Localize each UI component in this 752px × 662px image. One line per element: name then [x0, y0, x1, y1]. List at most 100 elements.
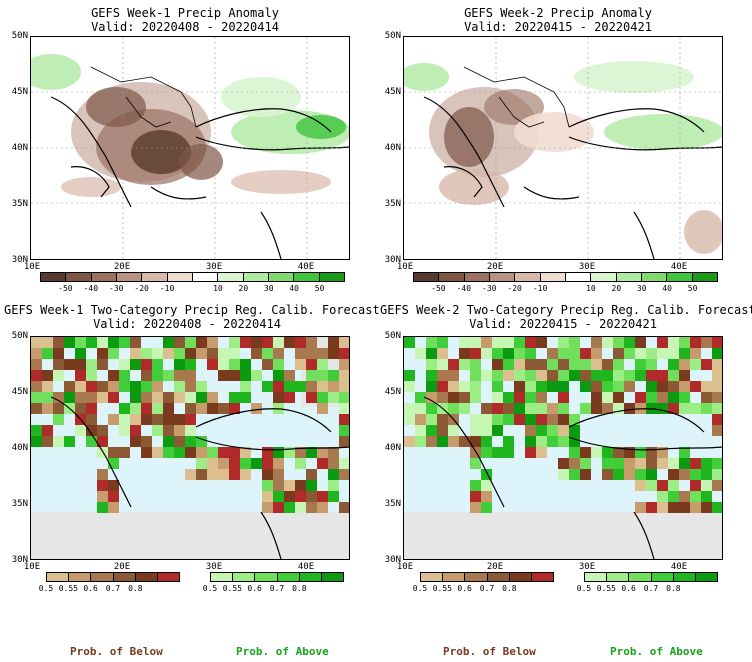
probability-cell	[437, 436, 448, 447]
map-week1-anomaly	[30, 36, 350, 260]
probability-cell	[86, 359, 97, 370]
probability-cell	[657, 392, 668, 403]
probability-cell	[591, 359, 602, 370]
probability-cell	[185, 414, 196, 425]
probability-cell	[712, 403, 722, 414]
lat-label: 50N	[384, 31, 401, 41]
probability-cell	[470, 414, 481, 425]
probability-cell	[448, 359, 459, 370]
probability-cell	[262, 502, 273, 513]
probability-cell	[481, 337, 492, 348]
lat-label: 45N	[384, 387, 401, 397]
colorbar-swatch	[465, 573, 488, 581]
probability-cell	[141, 436, 152, 447]
colorbar-swatch	[218, 273, 244, 281]
probability-cell	[295, 502, 306, 513]
probability-cell	[426, 370, 437, 381]
probability-cell	[31, 403, 42, 414]
lon-label: 30E	[205, 562, 223, 572]
colorbar-swatch	[489, 273, 516, 281]
probability-cell	[75, 425, 86, 436]
probability-cell	[492, 392, 503, 403]
colorbar-swatch	[509, 573, 532, 581]
colorbar-tick-label: -10	[532, 284, 548, 293]
lon-label: 10E	[23, 562, 41, 572]
colorbar-swatch	[439, 273, 465, 281]
probability-cell	[130, 414, 141, 425]
probability-cell	[163, 392, 174, 403]
probability-cell	[53, 392, 64, 403]
probability-cell	[679, 359, 690, 370]
probability-cell	[339, 359, 349, 370]
probability-cell	[602, 370, 613, 381]
colorbar-swatch	[116, 273, 143, 281]
probability-cell	[657, 502, 668, 513]
probability-cell	[668, 480, 679, 491]
probability-cell	[119, 381, 130, 392]
probability-cell	[108, 458, 119, 469]
lat-label: 45N	[11, 87, 28, 97]
probability-cell	[558, 348, 569, 359]
probability-cell	[591, 370, 602, 381]
colorbar-swatch	[629, 573, 652, 581]
probability-cell	[690, 381, 701, 392]
probability-cell	[712, 458, 722, 469]
probability-cell	[657, 480, 668, 491]
probability-cell	[240, 458, 251, 469]
probability-cell	[196, 337, 207, 348]
probability-cell	[448, 436, 459, 447]
probability-cell	[492, 414, 503, 425]
probability-cell	[273, 337, 284, 348]
lon-label: 20E	[113, 562, 131, 572]
probability-cell	[635, 392, 646, 403]
colorbar-swatch	[414, 273, 440, 281]
probability-cell	[306, 491, 317, 502]
colorbar-tick-label: 10	[213, 284, 223, 293]
probability-cell	[503, 337, 514, 348]
probability-cell	[339, 436, 349, 447]
probability-cell	[470, 480, 481, 491]
probability-cell	[415, 403, 426, 414]
colorbar-tick-label: 50	[314, 284, 325, 293]
probability-cell	[569, 425, 580, 436]
probability-cell	[668, 370, 679, 381]
probability-cell	[613, 359, 624, 370]
panel-2-valid-text: Valid: 20220415 - 20220421	[464, 20, 652, 34]
probability-cell	[481, 348, 492, 359]
probability-cell	[31, 381, 42, 392]
probability-cell	[97, 469, 108, 480]
lat-label: 40N	[11, 443, 28, 453]
colorbar-tick-label: 20	[611, 284, 622, 293]
probability-cell	[558, 370, 569, 381]
probability-cell	[404, 436, 415, 447]
anomaly-shading	[31, 54, 349, 197]
probability-cell	[306, 392, 317, 403]
colorbar-tick-label: 0.5	[412, 584, 428, 593]
probability-cell	[481, 491, 492, 502]
probability-cell	[229, 447, 240, 458]
probability-cell	[690, 403, 701, 414]
probability-cell	[712, 359, 722, 370]
probability-cell	[196, 348, 207, 359]
probability-cell	[668, 348, 679, 359]
probability-cell	[108, 337, 119, 348]
probability-cell	[141, 403, 152, 414]
probability-cell	[141, 381, 152, 392]
probability-cell	[339, 370, 349, 381]
probability-cell	[218, 403, 229, 414]
probability-cell	[196, 447, 207, 458]
lat-label: 40N	[11, 143, 28, 153]
probability-cell	[31, 425, 42, 436]
prob-above-title: Prob. of Above	[610, 645, 703, 658]
probability-cell	[536, 337, 547, 348]
colorbar-swatch	[616, 273, 642, 281]
probability-cell	[701, 458, 712, 469]
probability-cell	[503, 348, 514, 359]
lat-label: 30N	[384, 555, 401, 565]
probability-cell	[635, 469, 646, 480]
probability-cell	[229, 359, 240, 370]
probability-cell	[536, 414, 547, 425]
probability-cell	[262, 469, 273, 480]
anomaly-colorbar-1	[40, 272, 345, 282]
lon-label: 10E	[396, 262, 414, 272]
